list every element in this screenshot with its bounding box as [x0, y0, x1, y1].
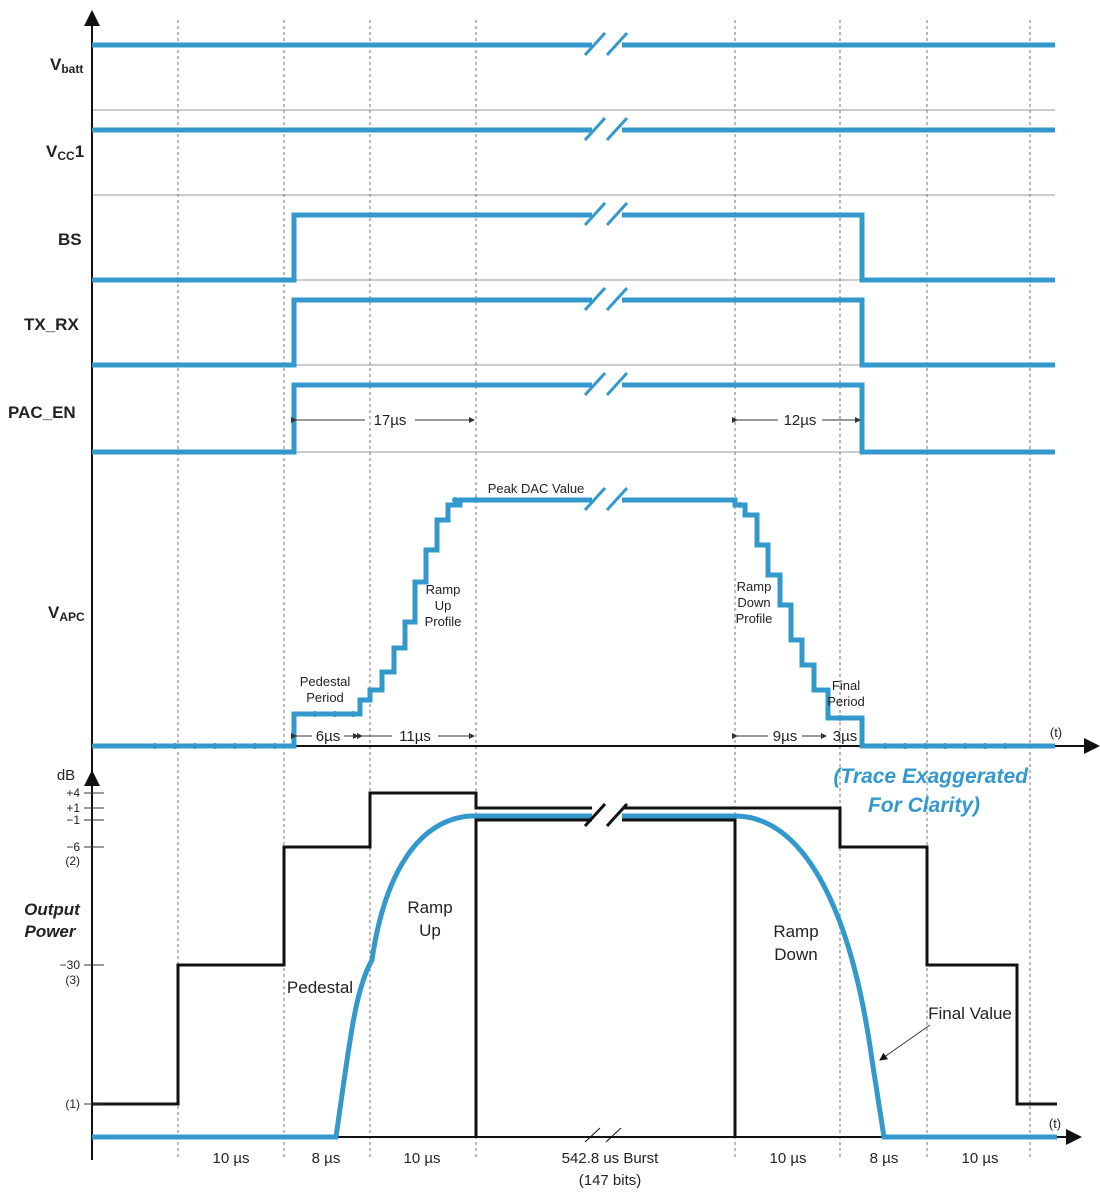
axis-title: Power	[24, 922, 76, 941]
note: Down	[737, 595, 770, 610]
note: Period	[306, 690, 344, 705]
note: Final Value	[928, 1004, 1012, 1023]
note: Down	[774, 945, 817, 964]
duration: 11µs	[399, 728, 431, 745]
trace-note: For Clarity)	[868, 794, 980, 817]
tick-label: −1	[66, 813, 80, 827]
duration: 17µs	[374, 412, 407, 429]
note: Final	[832, 678, 860, 693]
note: Ramp	[426, 582, 461, 597]
note: Profile	[736, 611, 773, 626]
power-traces	[92, 791, 1057, 1140]
duration: 10 µs	[404, 1150, 441, 1167]
tick-label: −30	[60, 958, 81, 972]
note: Period	[827, 694, 865, 709]
note: Ramp	[407, 898, 452, 917]
tick-label: +1	[66, 801, 80, 815]
duration: 3µs	[833, 728, 858, 745]
labels: Vbatt VCC1 BS TX_RX PAC_EN VAPC 17µs 12µ…	[8, 55, 1062, 1189]
tick-label: +4	[66, 786, 80, 800]
tick-label: (2)	[65, 854, 80, 868]
note: Profile	[425, 614, 462, 629]
duration: 6µs	[316, 728, 341, 745]
duration: 12µs	[784, 412, 817, 429]
duration: 10 µs	[770, 1150, 807, 1167]
signal-label: Vbatt	[50, 55, 83, 76]
duration: 9µs	[773, 728, 798, 745]
duration: 10 µs	[962, 1150, 999, 1167]
duration: 8 µs	[312, 1150, 341, 1167]
dimension-lines	[84, 417, 931, 1105]
note: Up	[435, 598, 452, 613]
tick-label: (3)	[65, 973, 80, 987]
signal-label: VCC1	[46, 142, 84, 163]
signal-label: VAPC	[48, 603, 85, 624]
signal-label: PAC_EN	[8, 403, 76, 422]
duration: 542.8 us Burst	[562, 1150, 660, 1167]
note: Ramp	[773, 922, 818, 941]
axis-label: (t)	[1049, 1116, 1061, 1131]
break-marks	[583, 31, 629, 1143]
tick-label: (1)	[65, 1097, 80, 1111]
signal-label: TX_RX	[24, 315, 79, 334]
axis-label: (t)	[1050, 725, 1062, 740]
axis-unit: dB	[57, 767, 75, 784]
note: Peak DAC Value	[488, 481, 585, 496]
tick-label: −6	[66, 840, 80, 854]
note: Pedestal	[287, 978, 353, 997]
trace-note: (Trace Exaggerated	[833, 765, 1029, 788]
note: Up	[419, 921, 441, 940]
duration: 10 µs	[213, 1150, 250, 1167]
duration: 8 µs	[870, 1150, 899, 1167]
signal-traces	[92, 42, 1055, 749]
signal-label: BS	[58, 230, 82, 249]
grid	[92, 20, 1055, 1160]
axis-title: Output	[24, 900, 81, 919]
note: Pedestal	[300, 674, 351, 689]
note: Ramp	[737, 579, 772, 594]
axes	[84, 10, 1100, 1160]
duration: (147 bits)	[579, 1172, 642, 1189]
